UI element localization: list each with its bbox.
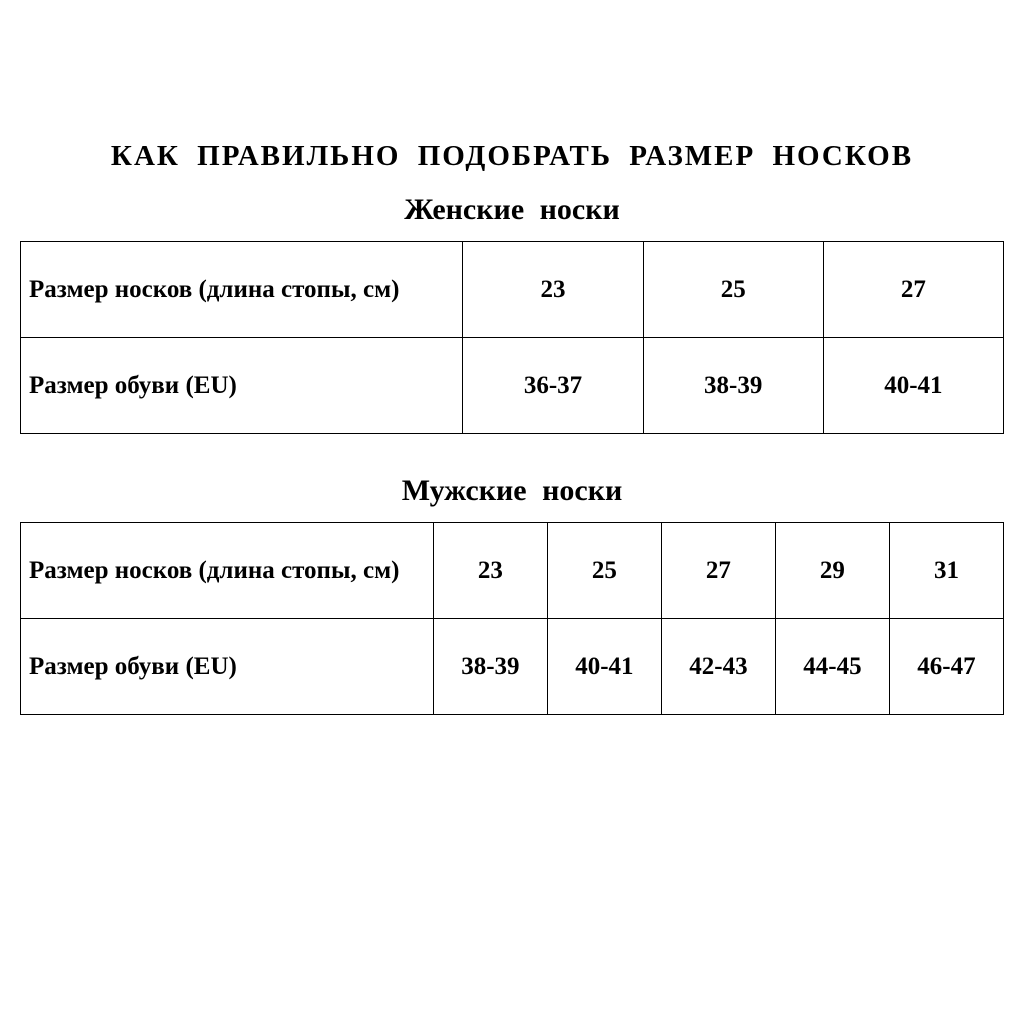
table-row: Размер носков (длина стопы, см) 23 25 27 xyxy=(21,242,1004,338)
cell-value: 46-47 xyxy=(889,619,1003,715)
cell-value: 40-41 xyxy=(823,338,1003,434)
main-title: КАК ПРАВИЛЬНО ПОДОБРАТЬ РАЗМЕР НОСКОВ xyxy=(20,140,1004,173)
cell-value: 27 xyxy=(661,523,775,619)
row-label: Размер обуви (EU) xyxy=(21,338,463,434)
cell-value: 31 xyxy=(889,523,1003,619)
cell-value: 40-41 xyxy=(547,619,661,715)
row-label: Размер носков (длина стопы, см) xyxy=(21,242,463,338)
men-table: Размер носков (длина стопы, см) 23 25 27… xyxy=(20,522,1004,715)
table-row: Размер обуви (EU) 36-37 38-39 40-41 xyxy=(21,338,1004,434)
cell-value: 38-39 xyxy=(433,619,547,715)
cell-value: 42-43 xyxy=(661,619,775,715)
table-row: Размер носков (длина стопы, см) 23 25 27… xyxy=(21,523,1004,619)
cell-value: 27 xyxy=(823,242,1003,338)
cell-value: 44-45 xyxy=(775,619,889,715)
cell-value: 25 xyxy=(643,242,823,338)
women-section-title: Женские носки xyxy=(20,193,1004,227)
men-section-title: Мужские носки xyxy=(20,474,1004,508)
cell-value: 38-39 xyxy=(643,338,823,434)
women-table: Размер носков (длина стопы, см) 23 25 27… xyxy=(20,241,1004,434)
row-label: Размер носков (длина стопы, см) xyxy=(21,523,434,619)
cell-value: 36-37 xyxy=(463,338,643,434)
table-row: Размер обуви (EU) 38-39 40-41 42-43 44-4… xyxy=(21,619,1004,715)
cell-value: 23 xyxy=(463,242,643,338)
cell-value: 29 xyxy=(775,523,889,619)
cell-value: 25 xyxy=(547,523,661,619)
row-label: Размер обуви (EU) xyxy=(21,619,434,715)
cell-value: 23 xyxy=(433,523,547,619)
